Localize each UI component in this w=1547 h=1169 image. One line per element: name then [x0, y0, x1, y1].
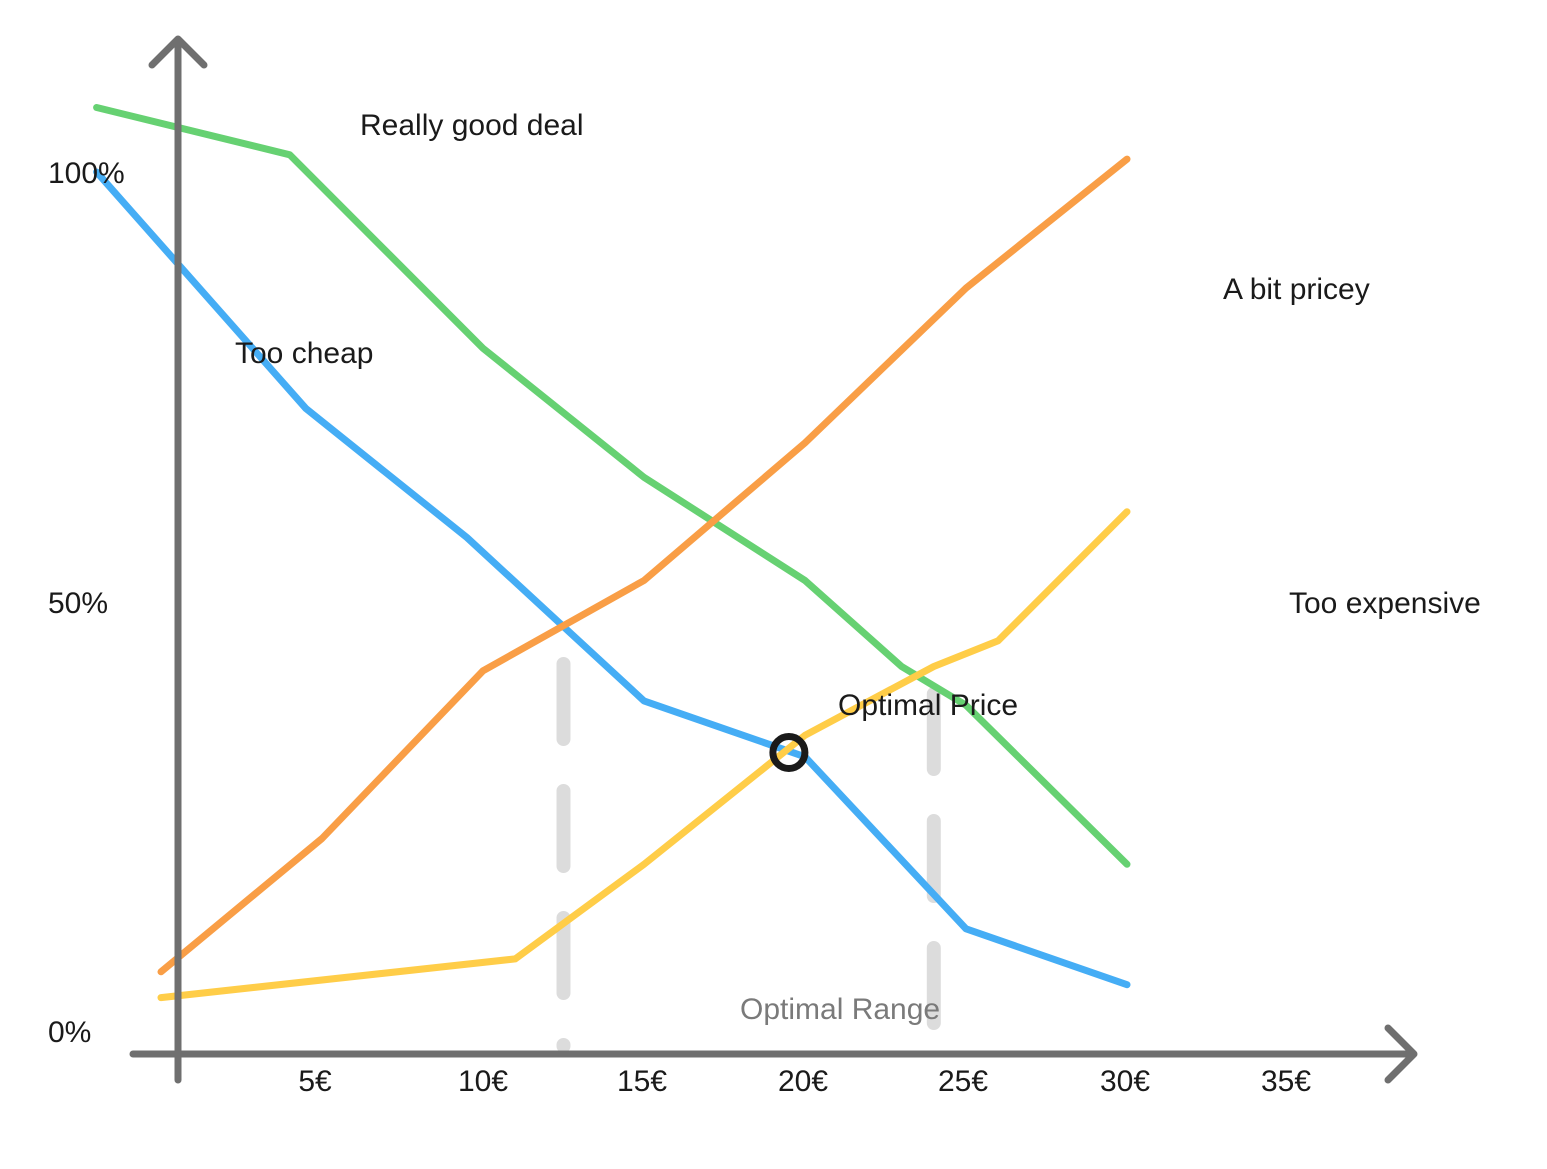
x-tick-label: 20€ [778, 1065, 828, 1098]
x-tick-label: 30€ [1100, 1065, 1150, 1098]
x-tick-label: 15€ [617, 1065, 667, 1098]
series-label-too-expensive: Too expensive [1289, 587, 1481, 620]
series-line-too-cheap [93, 168, 1131, 989]
series-lines [93, 104, 1131, 1002]
x-axis-arrow-icon [1384, 1024, 1418, 1084]
x-tick-label: 35€ [1261, 1065, 1311, 1098]
y-axis-arrow-icon [148, 35, 208, 69]
y-tick-labels: 0% 50% 100% [48, 157, 125, 1049]
x-tick-label: 10€ [458, 1065, 508, 1098]
y-tick-label: 100% [48, 157, 125, 190]
optimal-price-label: Optimal Price [838, 689, 1018, 722]
series-line-a-bit-pricey [157, 155, 1131, 976]
optimal-price-marker [769, 733, 809, 772]
series-label-a-bit-pricey: A bit pricey [1223, 273, 1370, 306]
series-line-too-expensive [157, 508, 1131, 1002]
series-label-really-good-deal: Really good deal [360, 109, 584, 142]
annotations: Optimal Price Optimal Range [740, 689, 1018, 1026]
axes [129, 35, 1418, 1084]
y-tick-label: 0% [48, 1016, 91, 1049]
optimal-range-label: Optimal Range [740, 993, 940, 1026]
x-tick-label: 25€ [938, 1065, 988, 1098]
y-tick-label: 50% [48, 587, 108, 620]
optimal-range-lines [556, 657, 941, 1053]
series-label-too-cheap: Too cheap [235, 337, 373, 370]
x-tick-label: 5€ [298, 1065, 332, 1098]
x-tick-labels: 5€ 10€ 15€ 20€ 25€ 30€ 35€ [298, 1065, 1311, 1098]
series-line-really-good-deal [93, 104, 1131, 868]
series-labels: Too cheap Really good deal A bit pricey Too… [235, 109, 1481, 620]
